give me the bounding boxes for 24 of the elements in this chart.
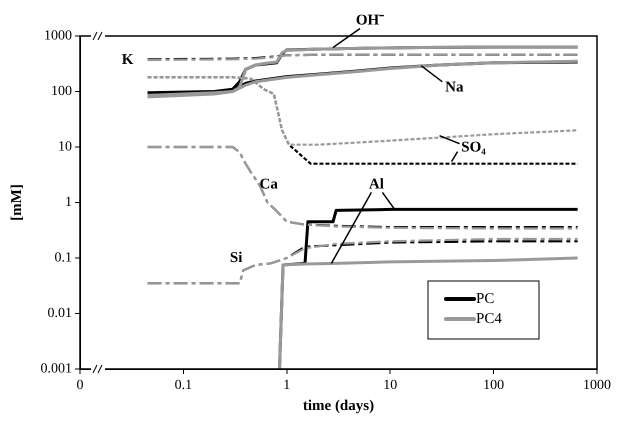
y-tick-label: 100: [51, 84, 72, 100]
annotation: SO₄: [461, 140, 486, 156]
y-tick-label: 1000: [44, 28, 72, 44]
y-tick-label: 10: [58, 140, 72, 155]
legend-label: PC: [476, 290, 494, 307]
x-tick-label: 100: [483, 378, 504, 394]
x-tick-label: 0.1: [174, 378, 192, 394]
y-tick-label: 0.01: [48, 306, 72, 322]
annotation: Al: [368, 176, 384, 192]
annotation: Ca: [260, 176, 278, 193]
y-tick-label: 0.1: [54, 250, 72, 266]
x-tick-label: 0: [76, 378, 84, 394]
y-axis-title: [mM]: [8, 184, 25, 221]
y-tick-label: 0.001: [40, 362, 72, 377]
annotation: OH⁻: [356, 12, 384, 28]
legend-label: PC4: [476, 310, 502, 327]
x-tick-label: 1: [283, 378, 290, 394]
y-tick-label: 1: [65, 195, 72, 210]
annotation: K: [122, 52, 134, 68]
x-tick-label: 10: [383, 378, 398, 394]
annotation: Na: [445, 80, 464, 96]
x-axis-title: time (days): [302, 398, 374, 414]
x-tick-label: 1000: [583, 378, 611, 394]
annotation: Si: [230, 250, 242, 266]
